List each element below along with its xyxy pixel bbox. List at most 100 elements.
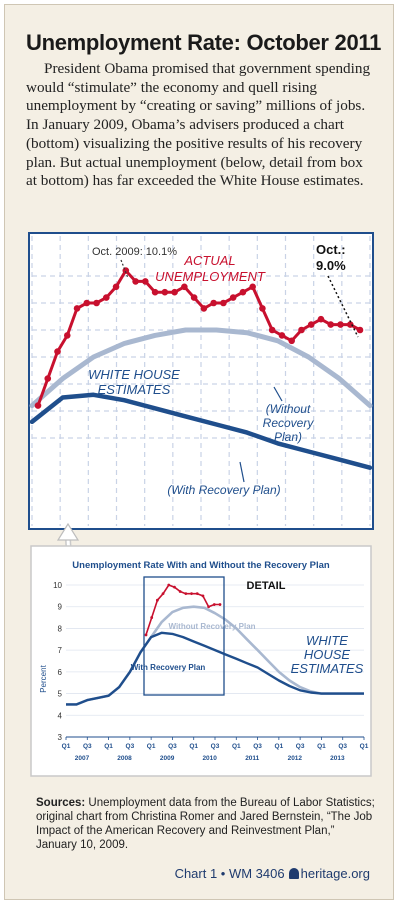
orig-point-actual-2 (155, 598, 159, 602)
label-actual-line2: UNEMPLOYMENT (155, 269, 266, 284)
footer-site[interactable]: heritage.org (300, 866, 370, 881)
label-with: (With Recovery Plan) (167, 483, 280, 497)
label-without-line1: (Without (266, 402, 311, 416)
y-axis-label: Percent (39, 664, 48, 692)
point-actual-2011-07 (327, 321, 335, 328)
label-estimates-line2: ESTIMATES (98, 382, 171, 397)
orig-point-actual-7 (184, 592, 188, 596)
sources-note: Sources: Unemployment data from the Bure… (36, 796, 376, 852)
point-actual-2009-06 (83, 299, 91, 307)
quarter-tick-12: Q1 (317, 743, 326, 750)
intro-paragraph: President Obama promised that government… (26, 60, 371, 190)
series-without-plan-line (29, 327, 373, 409)
point-actual-2010-02 (161, 288, 169, 296)
point-actual-2009-05 (73, 305, 81, 312)
point-actual-2011-01 (268, 326, 276, 334)
main-chart-actual (34, 267, 364, 409)
label-without-leader (273, 386, 283, 402)
orig-series-actual-line (145, 584, 220, 636)
y-tick-4: 4 (58, 711, 63, 720)
point-actual-2010-01 (151, 288, 159, 296)
orig-point-actual-3 (161, 592, 165, 596)
year-tick-2009: 2009 (160, 755, 175, 762)
sources-label: Sources: (36, 797, 86, 809)
detail-label: DETAIL (247, 580, 286, 592)
y-tick-8: 8 (58, 624, 63, 633)
annotation-latest-line2: 9.0% (316, 258, 346, 273)
orig-point-actual-5 (173, 585, 176, 589)
point-actual-2011-10 (356, 326, 364, 334)
label-with-leader (239, 461, 245, 483)
orig-point-actual-1 (150, 616, 154, 619)
orig-point-actual-11 (207, 605, 211, 609)
point-actual-2011-06 (317, 315, 325, 323)
quarter-tick-10: Q1 (275, 743, 284, 750)
label-without-line2: Recovery (263, 416, 315, 430)
point-actual-2010-10 (239, 288, 247, 296)
y-tick-3: 3 (58, 733, 63, 742)
orig-point-actual-9 (195, 592, 199, 596)
year-tick-2007: 2007 (75, 755, 90, 762)
point-actual-2011-05 (307, 321, 315, 328)
point-actual-2011-02 (278, 332, 286, 339)
point-actual-2010-05 (190, 294, 198, 301)
footer-chart-id: Chart 1 • WM 3406 (174, 866, 285, 881)
orig-point-actual-12 (212, 603, 216, 606)
quarter-tick-9: Q3 (253, 743, 262, 750)
label-estimates-line1: WHITE HOUSE (88, 367, 180, 382)
estimates-label-1: WHITE (306, 633, 348, 648)
point-actual-2010-06 (200, 305, 208, 312)
quarter-tick-6: Q1 (189, 743, 198, 750)
estimates-label-2: HOUSE (304, 647, 351, 662)
y-tick-5: 5 (58, 690, 63, 699)
year-tick-2012: 2012 (288, 755, 303, 762)
point-actual-2011-03 (288, 337, 295, 345)
annotation-peak: Oct. 2009: 10.1% (92, 246, 177, 258)
sources-text: Unemployment data from the Bureau of Lab… (36, 797, 375, 851)
label-actual-line1: ACTUAL (183, 253, 235, 268)
point-actual-2011-08 (337, 321, 344, 328)
point-actual-2009-03 (54, 348, 61, 355)
orig-point-actual-8 (190, 592, 193, 596)
y-tick-7: 7 (58, 646, 63, 655)
point-actual-2009-12 (142, 278, 149, 285)
annotation-latest-line1: Oct.: (316, 242, 346, 257)
with-plan-label: With Recovery Plan (131, 663, 206, 672)
footer: Chart 1 • WM 3406 heritage.org (175, 866, 370, 881)
point-actual-2010-04 (181, 283, 188, 291)
orig-point-actual-13 (218, 603, 222, 606)
original-chart: Unemployment Rate With and Without the R… (30, 545, 372, 777)
bell-logo-icon (288, 868, 299, 879)
quarter-tick-11: Q3 (296, 743, 305, 750)
estimates-label-3: ESTIMATES (291, 661, 364, 676)
series-with-plan-line (29, 392, 373, 470)
point-actual-2009-02 (44, 375, 52, 382)
y-tick-9: 9 (58, 603, 63, 612)
main-chart: Oct. 2009: 10.1% ACTUAL UNEMPLOYMENT Oct… (28, 232, 374, 530)
page-title: Unemployment Rate: October 2011 (26, 30, 382, 55)
year-tick-2008: 2008 (117, 755, 132, 762)
quarter-tick-3: Q3 (126, 743, 135, 750)
main-chart-estimates (29, 327, 373, 470)
without-plan-label: Without Recovery Plan (168, 622, 255, 631)
annotation-peak-leader (120, 259, 129, 279)
year-tick-2010: 2010 (202, 755, 217, 762)
point-actual-2010-07 (210, 299, 217, 307)
y-tick-10: 10 (53, 581, 62, 590)
point-actual-2009-04 (63, 332, 71, 339)
point-actual-2009-11 (132, 278, 139, 285)
label-without-line3: Plan) (274, 430, 302, 444)
orig-point-actual-6 (178, 590, 182, 593)
original-chart-lines (66, 583, 364, 706)
point-actual-2009-07 (93, 299, 100, 307)
orig-point-actual-10 (201, 594, 205, 598)
quarter-tick-2: Q1 (104, 743, 113, 750)
orig-point-actual-0 (144, 633, 148, 637)
y-tick-6: 6 (58, 668, 63, 677)
point-actual-2011-04 (298, 326, 305, 334)
point-actual-2010-08 (220, 299, 227, 307)
quarter-tick-14: Q1 (360, 743, 369, 750)
orig-series-with-plan-line (66, 631, 364, 706)
orig-point-actual-4 (167, 583, 171, 587)
quarter-tick-5: Q3 (168, 743, 177, 750)
